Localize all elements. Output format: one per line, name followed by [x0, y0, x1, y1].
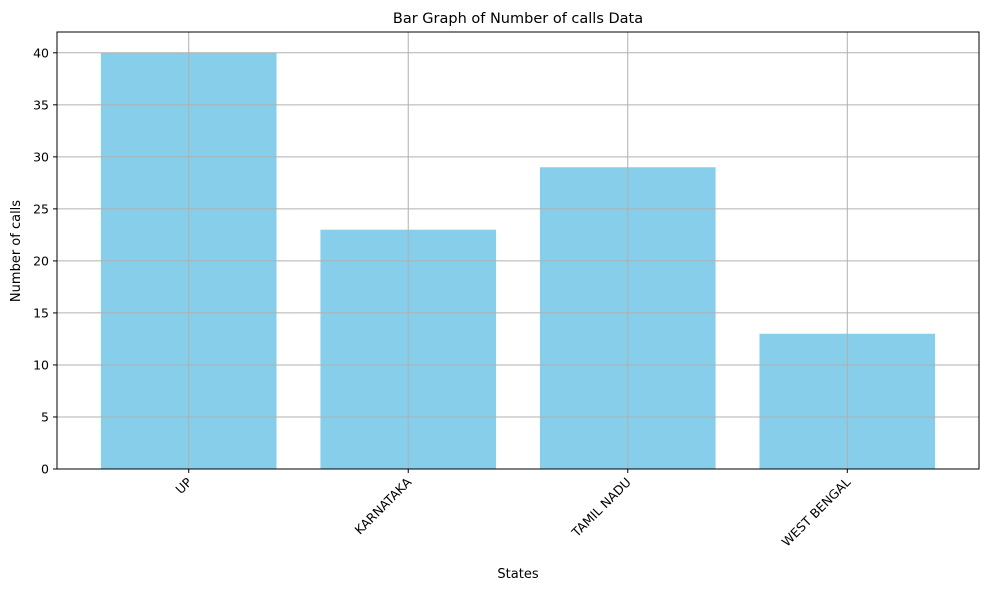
y-tick-label: 30: [33, 149, 49, 164]
x-axis-ticks: UP KARNATAKA TAMIL NADU WEST BENGAL: [172, 469, 853, 549]
y-tick-label: 10: [33, 357, 49, 372]
x-tick-label: TAMIL NADU: [568, 475, 634, 541]
x-tick-label: UP: [172, 474, 195, 497]
y-tick-label: 0: [41, 462, 49, 477]
chart-title: Bar Graph of Number of calls Data: [393, 11, 643, 27]
y-tick-label: 15: [33, 305, 49, 320]
y-tick-label: 40: [33, 45, 49, 60]
y-axis-ticks: 0 5 10 15 20 25 30 35 40: [33, 45, 57, 477]
axes-frame: [56, 31, 980, 470]
x-tick-label: KARNATAKA: [352, 474, 415, 537]
y-tick-label: 20: [33, 253, 49, 268]
x-tick-label: WEST BENGAL: [779, 474, 854, 549]
y-tick-label: 25: [33, 201, 49, 216]
x-axis-label: States: [497, 567, 538, 582]
y-tick-label: 5: [41, 409, 49, 424]
y-tick-label: 35: [33, 97, 49, 112]
y-axis-label: Number of calls: [9, 200, 24, 302]
